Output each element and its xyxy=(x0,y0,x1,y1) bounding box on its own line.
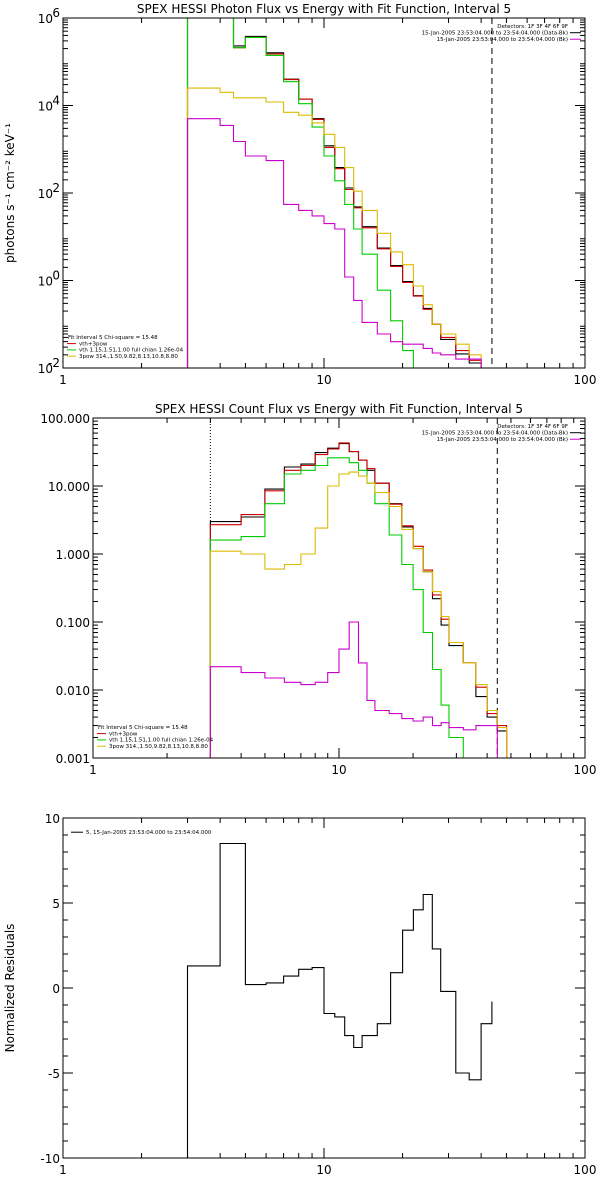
y-tick-label: 10 xyxy=(38,187,53,201)
y-tick-label: 1.000 xyxy=(56,548,90,562)
legend-entry: Detectors: 1F 3F 4F 6F 9F xyxy=(497,24,568,30)
legend-bottom: Fit Interval 5 Chi-square = 15.48vth+3po… xyxy=(67,335,184,360)
x-tick-label: 1 xyxy=(59,373,67,387)
legend-entry: vth+3pow xyxy=(109,731,138,737)
y-tick-label: 100.000 xyxy=(40,412,90,426)
series-bk xyxy=(186,118,482,368)
y-axis-label: Normalized Residuals xyxy=(3,924,17,1053)
y-tick-label: 10 xyxy=(38,275,53,289)
y-tick-label: 10 xyxy=(38,12,53,26)
series-3pow xyxy=(186,87,482,368)
legend-entry: 3pow 314.,1.50,9.82,8.13,10.8,8.80 xyxy=(79,354,178,360)
series-5-15-jan-2005-23-53-04-000-to-23-54-04-0 xyxy=(186,842,493,1158)
x-tick-label: 100 xyxy=(574,373,597,387)
series-vth-3pow xyxy=(186,18,482,368)
x-tick-label: 10 xyxy=(316,1163,331,1177)
y-tick-exponent: 0 xyxy=(52,269,60,283)
legend-entry: 15-Jan-2005 23:53:04.000 to 23:54:04.000… xyxy=(437,37,568,43)
y-tick-label: 10.000 xyxy=(48,480,90,494)
legend-entry: 15-Jan-2005 23:53:04.000 to 23:54:04.000… xyxy=(437,437,568,443)
y-tick-label: 5 xyxy=(52,897,60,911)
y-tick-exponent: 2 xyxy=(52,181,60,195)
chart-2: SPEX HESSI Count Flux vs Energy with Fit… xyxy=(40,402,597,777)
legend-entry: 3pow 314.,1.50,9.82,8.13,10.8,8.80 xyxy=(109,744,208,750)
series-vth xyxy=(186,18,424,368)
plot-frame xyxy=(92,417,586,759)
chart-3: Normalized Residuals 1 10 100 -10 -5 0 5 10 5, 15… xyxy=(3,812,596,1177)
legend-top: 5, 15-Jan-2005 23:53:04.000 to 23:54:04.… xyxy=(71,830,212,836)
legend-entry: Fit Interval 5 Chi-square = 15.48 xyxy=(68,335,158,341)
y-tick-label: 10 xyxy=(38,362,53,376)
y-tick-label: 10 xyxy=(38,100,53,114)
y-tick-exponent: -2 xyxy=(48,356,60,370)
x-tick-label: 10 xyxy=(331,763,346,777)
y-tick-label: -5 xyxy=(48,1067,60,1081)
x-tick-label: 1 xyxy=(89,763,97,777)
series-vth xyxy=(209,457,464,758)
y-tick-label: 0.100 xyxy=(56,616,90,630)
y-tick-label: 0.001 xyxy=(56,752,90,766)
legend-entry: Fit Interval 5 Chi-square = 15.48 xyxy=(98,725,188,731)
series-data-bk xyxy=(209,443,508,758)
series-data-bk xyxy=(186,18,482,368)
series-vth-3pow xyxy=(209,442,508,758)
x-tick-label: 1 xyxy=(59,1163,67,1177)
y-tick-label: 0 xyxy=(52,982,60,996)
legend-entry: vth 1.15,1.51,1.00 full chian 1.26e-04 xyxy=(109,738,214,744)
x-tick-label: 100 xyxy=(574,763,597,777)
legend-entry: 5, 15-Jan-2005 23:53:04.000 to 23:54:04.… xyxy=(86,830,212,836)
x-tick-label: 10 xyxy=(316,373,331,387)
chart-title: SPEX HESSI Photon Flux vs Energy with Fi… xyxy=(137,2,511,16)
legend-entry: vth+3pow xyxy=(79,341,108,347)
legend-entry: 15-Jan-2005 23:53:04.000 to 23:54:04.000… xyxy=(422,431,568,437)
y-tick-exponent: 6 xyxy=(52,6,60,20)
y-tick-label: 0.010 xyxy=(56,684,90,698)
legend-bottom: Fit Interval 5 Chi-square = 15.48vth+3po… xyxy=(97,725,214,750)
y-axis-label: photons s⁻¹ cm⁻² keV⁻¹ xyxy=(3,123,17,263)
legend-entry: Detectors: 1F 3F 4F 6F 9F xyxy=(497,424,568,430)
x-tick-label: 100 xyxy=(574,1163,597,1177)
plot-frame xyxy=(62,17,586,369)
legend-entry: vth 1.15,1.51,1.00 full chian 1.26e-04 xyxy=(79,348,184,354)
y-tick-label: -10 xyxy=(40,1152,60,1166)
legend-entry: 15-Jan-2005 23:53:04.000 to 23:54:04.000… xyxy=(422,31,568,37)
series-bk xyxy=(209,621,508,758)
plot-frame xyxy=(62,817,586,1159)
series-3pow xyxy=(209,471,508,758)
chart-title: SPEX HESSI Count Flux vs Energy with Fit… xyxy=(155,402,523,416)
y-tick-label: 10 xyxy=(45,812,60,826)
y-tick-exponent: 4 xyxy=(52,94,60,108)
chart-1: SPEX HESSI Photon Flux vs Energy with Fi… xyxy=(3,2,597,387)
